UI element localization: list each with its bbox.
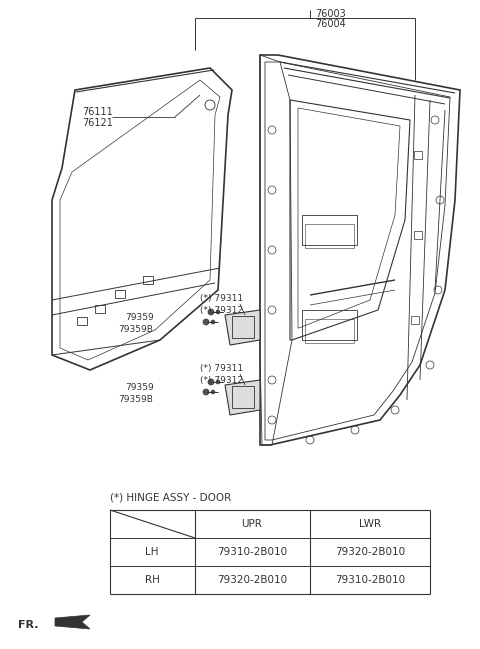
- Text: (*) 79311: (*) 79311: [200, 293, 243, 302]
- Circle shape: [216, 310, 220, 314]
- Text: (*) HINGE ASSY - DOOR: (*) HINGE ASSY - DOOR: [110, 493, 231, 503]
- Polygon shape: [55, 615, 90, 629]
- Text: FR.: FR.: [18, 620, 38, 630]
- Text: 79359: 79359: [125, 313, 154, 323]
- Text: 76111: 76111: [82, 107, 113, 117]
- Circle shape: [211, 320, 215, 324]
- Text: 76004: 76004: [315, 19, 346, 29]
- Text: 79359B: 79359B: [118, 395, 153, 404]
- Text: 79310-2B010: 79310-2B010: [335, 575, 405, 585]
- Bar: [411, 316, 419, 324]
- Bar: [302, 215, 357, 245]
- Circle shape: [211, 390, 215, 394]
- Bar: [414, 151, 422, 159]
- Circle shape: [203, 319, 209, 325]
- Circle shape: [203, 389, 209, 395]
- Text: 76121: 76121: [82, 118, 113, 128]
- Text: 79320-2B010: 79320-2B010: [217, 575, 287, 585]
- Polygon shape: [225, 310, 260, 345]
- Text: 79359: 79359: [125, 384, 154, 393]
- Text: 79320-2B010: 79320-2B010: [335, 547, 405, 557]
- Bar: [115, 290, 125, 298]
- Circle shape: [208, 379, 214, 385]
- Text: 76003: 76003: [315, 9, 346, 19]
- Text: (*) 79311: (*) 79311: [200, 363, 243, 373]
- Bar: [143, 276, 153, 284]
- Text: (*) 79312: (*) 79312: [200, 376, 243, 384]
- Polygon shape: [225, 380, 260, 415]
- Circle shape: [208, 309, 214, 315]
- Bar: [95, 305, 105, 313]
- Bar: [302, 310, 357, 340]
- Bar: [77, 317, 87, 325]
- Text: UPR: UPR: [241, 519, 263, 529]
- Text: LH: LH: [145, 547, 159, 557]
- Text: 79310-2B010: 79310-2B010: [217, 547, 287, 557]
- Text: (*) 79312: (*) 79312: [200, 306, 243, 315]
- Bar: [414, 231, 422, 239]
- Bar: [232, 316, 254, 338]
- Bar: [305, 319, 354, 343]
- Text: LWR: LWR: [359, 519, 381, 529]
- Circle shape: [216, 380, 220, 384]
- Text: 79359B: 79359B: [118, 326, 153, 334]
- Bar: [232, 386, 254, 408]
- Bar: [305, 224, 354, 248]
- Text: RH: RH: [144, 575, 159, 585]
